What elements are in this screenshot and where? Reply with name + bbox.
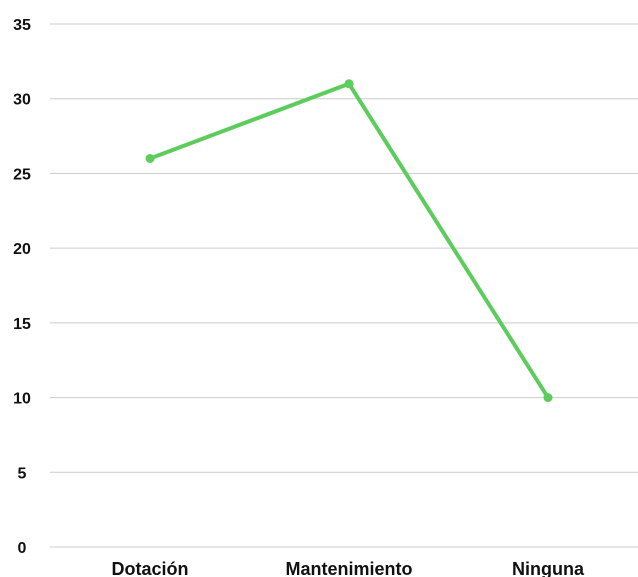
x-tick-label: Dotación: [111, 559, 188, 577]
y-axis-tick-labels: 0 5 10 15 20 25 30 35: [13, 17, 31, 557]
y-tick-label: 30: [13, 92, 31, 109]
y-tick-label: 35: [13, 17, 31, 34]
y-tick-label: 10: [13, 391, 31, 408]
data-point-ninguna[interactable]: [543, 393, 553, 403]
series-line: [148, 81, 550, 400]
gridlines: [50, 23, 638, 548]
y-tick-label: 15: [13, 316, 31, 333]
data-point-mantenimiento[interactable]: [344, 79, 354, 89]
y-tick-label: 25: [13, 166, 31, 183]
x-tick-label: Mantenimiento: [285, 559, 412, 577]
x-axis-tick-labels: Dotación Mantenimiento Ninguna: [111, 559, 584, 577]
y-tick-label: 5: [18, 465, 27, 482]
data-point-dotación[interactable]: [145, 153, 155, 163]
y-tick-label: 0: [18, 540, 27, 557]
x-tick-label: Ninguna: [512, 559, 585, 577]
series-group: [145, 79, 553, 403]
y-tick-label: 20: [13, 241, 31, 258]
